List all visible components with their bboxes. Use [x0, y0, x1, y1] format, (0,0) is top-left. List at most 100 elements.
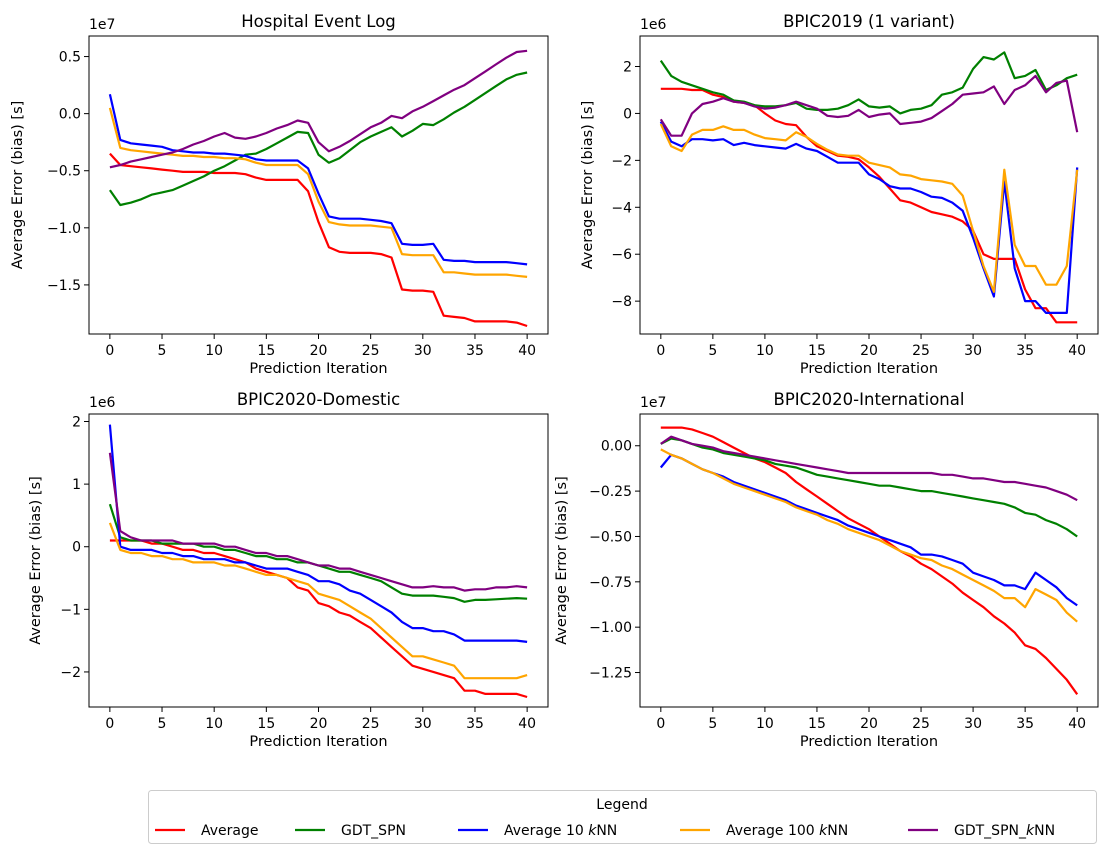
legend-entry: GDT_SPN	[295, 823, 406, 839]
series-line	[108, 424, 528, 643]
x-tick-label: 25	[912, 716, 930, 732]
legend-box	[148, 790, 1097, 844]
x-axis-label: Prediction Iteration	[249, 361, 387, 377]
series-line	[108, 93, 528, 266]
x-tick-label: 5	[708, 716, 717, 732]
x-tick-label: 20	[310, 716, 328, 732]
legend-title: Legend	[596, 797, 647, 813]
series-line	[659, 51, 1078, 115]
series-lines	[108, 49, 528, 328]
subplot-4: 0 5 10 15 20 25 30 35 40 0.00 −0.25 −0.50 −0.75 −1.00…	[554, 390, 1099, 750]
x-tick-label: 5	[158, 716, 167, 732]
x-tick-label: 30	[414, 343, 432, 359]
chart-title: BPIC2019 (1 variant)	[783, 12, 955, 31]
x-axis-label: Prediction Iteration	[800, 361, 938, 377]
axis-offset-label: 1e6	[640, 17, 667, 33]
subplot-1: 0 5 10 15 20 25 30 35 40 0.5 0.0 −0.5 −1.0 −1.5 1e7 Hos…	[10, 12, 549, 377]
x-tick-label: 35	[1016, 716, 1034, 732]
y-tick-label: −0.50	[589, 529, 632, 545]
axes-frame	[88, 413, 549, 708]
series-line	[108, 452, 528, 592]
series-line	[660, 426, 1079, 695]
series-line	[659, 123, 1079, 293]
series-line	[108, 71, 528, 207]
x-tick-label: 20	[310, 343, 328, 359]
x-tick-label: 25	[362, 343, 380, 359]
series-lines	[108, 424, 528, 699]
legend-label: Average 100 kNN	[726, 823, 848, 839]
y-tick-label: −0.5	[47, 164, 81, 180]
legend-label: GDT_SPN	[341, 823, 406, 839]
legend-entry: Average 100 kNN	[680, 823, 848, 839]
series-lines	[659, 426, 1079, 695]
x-tick-label: 30	[964, 343, 982, 359]
legend: Legend Average GDT_SPN Average 10 kNN Averag…	[148, 790, 1097, 844]
series-line	[660, 87, 1078, 324]
x-tick-label: 10	[205, 716, 223, 732]
y-tick-label: −0.25	[589, 484, 632, 500]
x-tick-label: 35	[466, 716, 484, 732]
series-line	[108, 107, 528, 278]
x-tick-label: 15	[808, 343, 826, 359]
y-tick-label: −1.00	[589, 620, 632, 636]
x-tick-label: 5	[158, 343, 167, 359]
x-tick-label: 40	[1068, 343, 1086, 359]
x-tick-label: 30	[964, 716, 982, 732]
x-tick-label: 15	[257, 716, 275, 732]
x-tick-label: 0	[105, 343, 114, 359]
y-tick-label: −1.25	[589, 666, 632, 682]
x-tick-label: 40	[518, 716, 536, 732]
y-tick-label: −1.5	[47, 278, 81, 294]
x-tick-label: 10	[756, 716, 774, 732]
y-tick-label: −6	[611, 247, 632, 263]
y-tick-label: 0.5	[59, 50, 81, 66]
y-tick-label: −1	[60, 602, 81, 618]
x-tick-label: 0	[656, 716, 665, 732]
x-tick-label: 25	[912, 343, 930, 359]
x-tick-label: 30	[414, 716, 432, 732]
x-axis-label: Prediction Iteration	[800, 734, 938, 750]
x-tick-label: 15	[808, 716, 826, 732]
series-line	[660, 437, 1078, 538]
y-tick-label: 2	[623, 60, 632, 76]
x-tick-label: 25	[362, 716, 380, 732]
y-axis-label: Average Error (bias) [s]	[10, 101, 26, 270]
axes-frame	[639, 413, 1099, 708]
x-tick-label: 35	[1016, 343, 1034, 359]
y-tick-label: 2	[72, 415, 81, 431]
y-tick-label: −1.0	[47, 221, 81, 237]
x-tick-label: 0	[105, 716, 114, 732]
series-line	[109, 539, 528, 699]
series-line	[660, 435, 1078, 502]
x-tick-label: 10	[205, 343, 223, 359]
y-tick-label: 0	[623, 106, 632, 122]
chart-title: BPIC2020-International	[774, 390, 965, 409]
y-tick-label: −2	[611, 153, 632, 169]
axes-frame	[88, 35, 549, 335]
x-tick-label: 15	[257, 343, 275, 359]
x-tick-label: 35	[466, 343, 484, 359]
series-line	[659, 74, 1079, 137]
y-axis-label: Average Error (bias) [s]	[28, 476, 44, 645]
y-tick-label: −4	[611, 200, 632, 216]
series-line	[660, 448, 1078, 623]
legend-label: Average 10 kNN	[504, 823, 617, 839]
y-tick-label: −8	[611, 294, 632, 310]
x-tick-label: 20	[860, 716, 878, 732]
y-tick-label: −0.75	[589, 575, 632, 591]
y-axis-label: Average Error (bias) [s]	[554, 476, 570, 645]
x-tick-label: 40	[518, 343, 536, 359]
legend-label: Average	[201, 823, 259, 839]
series-line	[109, 152, 528, 328]
x-tick-label: 10	[756, 343, 774, 359]
legend-entry: Average	[155, 823, 259, 839]
y-tick-label: 0.00	[601, 439, 632, 455]
axis-offset-label: 1e7	[640, 395, 666, 411]
series-lines	[659, 51, 1079, 324]
x-tick-label: 0	[656, 343, 665, 359]
legend-entry: Average 10 kNN	[458, 823, 617, 839]
x-tick-label: 40	[1068, 716, 1086, 732]
y-tick-label: 0	[72, 540, 81, 556]
